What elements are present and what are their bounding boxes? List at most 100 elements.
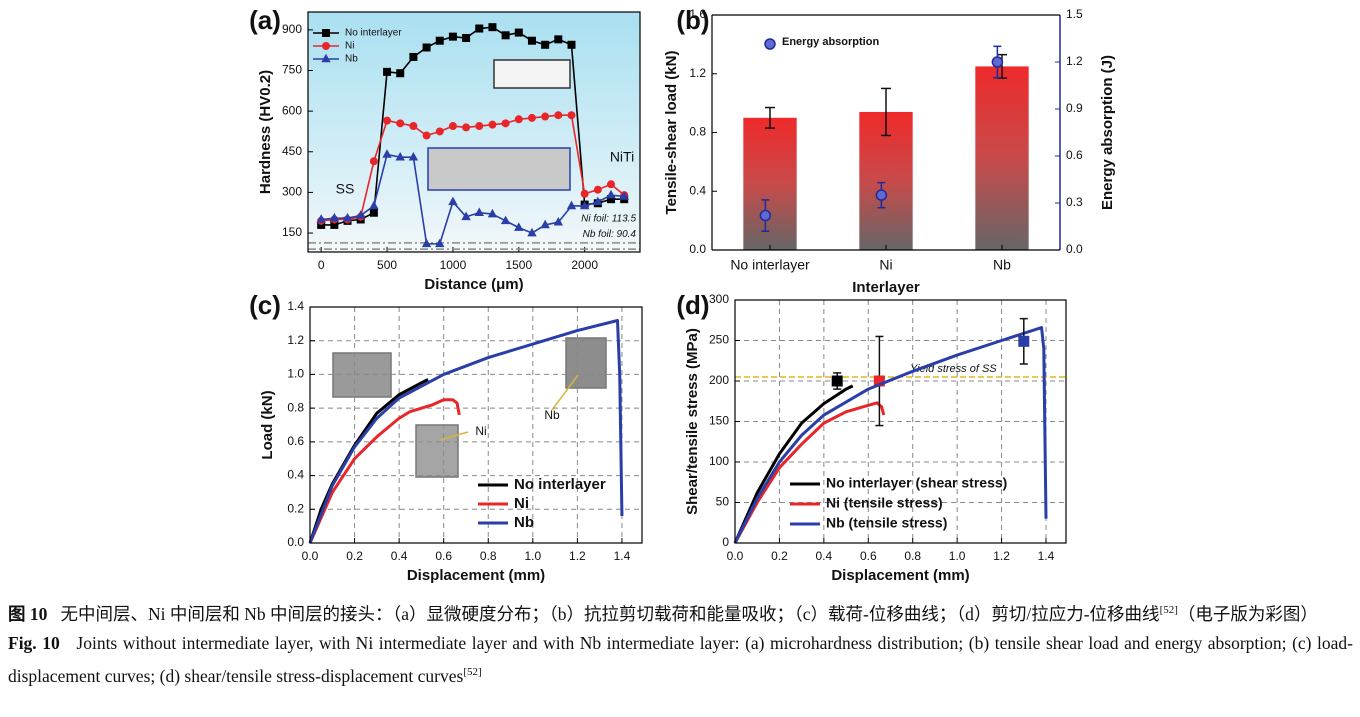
y-tick-label: 300 bbox=[282, 185, 302, 199]
marker bbox=[321, 53, 331, 63]
y-tick-label: 150 bbox=[282, 225, 302, 239]
marker bbox=[759, 209, 772, 222]
x-tick-label: 0.6 bbox=[860, 549, 877, 563]
series-line bbox=[321, 114, 625, 222]
y2-tick-label: 0.9 bbox=[1066, 101, 1083, 115]
y-tick-label: 1.6 bbox=[689, 7, 706, 21]
series-line bbox=[308, 318, 624, 544]
x-axis-title: Displacement (mm) bbox=[407, 567, 545, 584]
caption-zh: 图 10 无中间层、Ni 中间层和 Nb 中间层的接头：（a）显微硬度分布；（b… bbox=[8, 596, 1353, 629]
y-tick-label: 1.4 bbox=[287, 299, 304, 313]
y2-tick-label: 0.3 bbox=[1066, 195, 1083, 209]
marker bbox=[462, 34, 471, 43]
x-tick-label: 0.8 bbox=[904, 549, 921, 563]
reference-label: Nb foil: 90.4 bbox=[583, 229, 637, 240]
marker bbox=[527, 227, 537, 237]
marker bbox=[527, 36, 536, 45]
marker bbox=[342, 212, 353, 222]
y-axis-title: Tensile-shear load (kN) bbox=[663, 51, 680, 215]
panel-label: (b) bbox=[676, 5, 709, 35]
y-tick-label: 300 bbox=[709, 292, 729, 306]
marker bbox=[488, 120, 497, 129]
y-tick-label: 100 bbox=[709, 454, 729, 468]
marker bbox=[329, 212, 340, 222]
y-tick-label: 250 bbox=[709, 333, 729, 347]
marker bbox=[396, 119, 405, 128]
x-tick-label: No interlayer bbox=[730, 257, 810, 273]
caption-text: 无中间层、Ni 中间层和 Nb 中间层的接头：（a）显微硬度分布；（b）抗拉剪切… bbox=[60, 603, 1160, 624]
marker bbox=[448, 32, 457, 41]
y2-tick-label: 0.0 bbox=[1066, 242, 1083, 256]
y-tick-label: 0.0 bbox=[689, 242, 706, 256]
series-line bbox=[308, 398, 461, 544]
marker bbox=[396, 69, 405, 78]
plot-frame bbox=[309, 306, 643, 544]
marker bbox=[1018, 335, 1030, 347]
x-tick-label: 1.2 bbox=[993, 549, 1010, 563]
marker bbox=[409, 52, 418, 61]
panel-label: (a) bbox=[249, 5, 281, 35]
reference-label: Ni foil: 113.5 bbox=[581, 214, 636, 225]
caption-note: （电子版为彩图） bbox=[1177, 603, 1318, 624]
marker bbox=[322, 42, 330, 50]
x-tick-label: 0.0 bbox=[302, 549, 319, 563]
marker bbox=[875, 189, 888, 201]
marker bbox=[514, 28, 523, 37]
caption: 图 10 无中间层、Ni 中间层和 Nb 中间层的接头：（a）显微硬度分布；（b… bbox=[8, 596, 1353, 691]
marker bbox=[383, 67, 392, 76]
caption-text: Joints without intermediate layer, with … bbox=[8, 632, 1353, 686]
x-tick-label: 1000 bbox=[440, 258, 467, 272]
marker bbox=[831, 375, 843, 387]
legend-label: Energy absorption bbox=[782, 36, 879, 48]
y-tick-label: 0.6 bbox=[287, 434, 304, 448]
marker bbox=[475, 122, 484, 131]
annotation: SS bbox=[336, 181, 355, 197]
marker bbox=[500, 215, 511, 225]
y-tick-label: 600 bbox=[282, 103, 302, 117]
marker bbox=[356, 210, 366, 219]
y-tick-label: 200 bbox=[709, 373, 729, 387]
marker bbox=[553, 216, 564, 226]
y-tick-label: 0.4 bbox=[287, 468, 304, 482]
leader-line bbox=[439, 431, 469, 441]
y-tick-label: 0 bbox=[722, 535, 729, 549]
caption-ref: [52] bbox=[1159, 604, 1178, 616]
marker bbox=[487, 208, 498, 218]
marker bbox=[395, 151, 405, 161]
marker bbox=[383, 116, 392, 125]
marker bbox=[567, 111, 576, 120]
caption-label: 图 10 bbox=[8, 603, 48, 624]
x-tick-label: 0.4 bbox=[816, 549, 833, 563]
x-tick-label: 1.0 bbox=[524, 549, 541, 563]
y-tick-label: 50 bbox=[716, 495, 730, 509]
x-axis-title: Displacement (mm) bbox=[831, 567, 969, 584]
y2-tick-label: 1.2 bbox=[1066, 54, 1083, 68]
x-tick-label: 0.2 bbox=[346, 549, 363, 563]
inset-image bbox=[493, 59, 571, 89]
marker bbox=[501, 31, 510, 40]
marker bbox=[409, 122, 418, 131]
x-tick-label: 0.2 bbox=[771, 549, 788, 563]
caption-ref: [52] bbox=[463, 665, 482, 678]
marker bbox=[580, 189, 589, 198]
marker bbox=[593, 196, 603, 206]
series-line bbox=[733, 384, 854, 544]
annotation: Nb bbox=[544, 408, 560, 422]
y2-tick-label: 1.5 bbox=[1066, 7, 1083, 21]
legend-label: Nb bbox=[345, 54, 358, 65]
legend-label: Nb (tensile stress) bbox=[826, 515, 947, 531]
marker bbox=[567, 40, 576, 49]
marker bbox=[540, 219, 550, 229]
marker bbox=[322, 29, 330, 37]
marker bbox=[422, 43, 431, 52]
y-tick-label: 450 bbox=[282, 144, 302, 158]
marker bbox=[606, 189, 616, 199]
caption-en: Fig. 10 Joints without intermediate laye… bbox=[8, 629, 1353, 691]
x-tick-label: 0.8 bbox=[480, 549, 497, 563]
inset-image bbox=[332, 352, 392, 398]
x-tick-label: 1.2 bbox=[569, 549, 586, 563]
y-axis-title: Load (kN) bbox=[259, 390, 276, 459]
legend-label: Ni (tensile stress) bbox=[826, 495, 943, 511]
legend-marker bbox=[764, 38, 776, 50]
x-axis-title: Distance (μm) bbox=[424, 276, 523, 293]
